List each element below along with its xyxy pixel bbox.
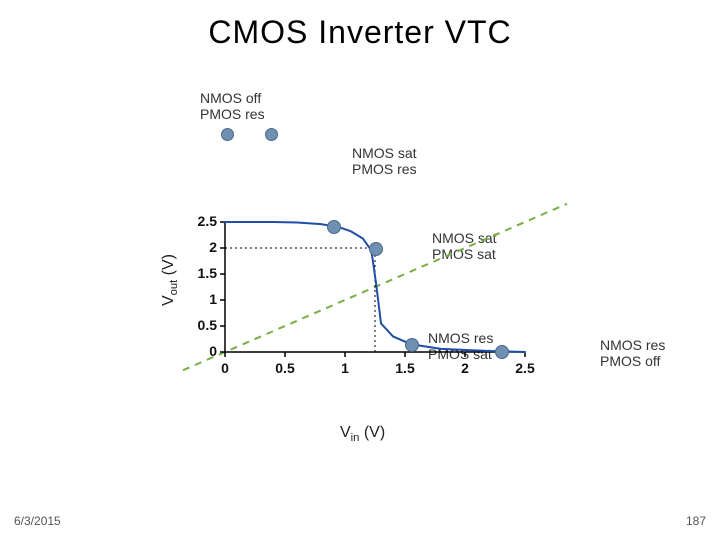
y-tick-label: 1.5: [198, 265, 217, 281]
title-text: CMOS Inverter VTC: [208, 14, 511, 50]
y-tick-label: 2.5: [198, 213, 217, 229]
y-tick-label: 0.5: [198, 317, 217, 333]
label-nmos-off-pmos-res: NMOS off PMOS res: [200, 90, 265, 122]
label-line: PMOS res: [352, 161, 417, 177]
y-tick-label: 1: [209, 291, 217, 307]
x-axis-label: Vin (V): [340, 424, 385, 444]
x-tick-label: 1.5: [390, 360, 420, 376]
footer-date: 6/3/2015: [14, 514, 61, 528]
region-marker-on-curve: [495, 345, 509, 359]
region-marker-dot: [265, 128, 278, 141]
x-tick-label: 2: [450, 360, 480, 376]
x-tick-label: 1: [330, 360, 360, 376]
label-line: NMOS sat: [352, 145, 417, 161]
footer-page: 187: [686, 514, 706, 528]
region-marker-on-curve: [369, 242, 383, 256]
x-tick-label: 0: [210, 360, 240, 376]
slide-title: CMOS Inverter VTC: [0, 14, 720, 51]
label-nmos-sat-pmos-res: NMOS sat PMOS res: [352, 145, 417, 177]
y-tick-label: 2: [209, 239, 217, 255]
y-tick-label: 0: [209, 343, 217, 359]
x-tick-label: 2.5: [510, 360, 540, 376]
region-marker-dot: [221, 128, 234, 141]
x-tick-label: 0.5: [270, 360, 300, 376]
label-line: PMOS res: [200, 106, 265, 122]
label-line: NMOS off: [200, 90, 261, 106]
